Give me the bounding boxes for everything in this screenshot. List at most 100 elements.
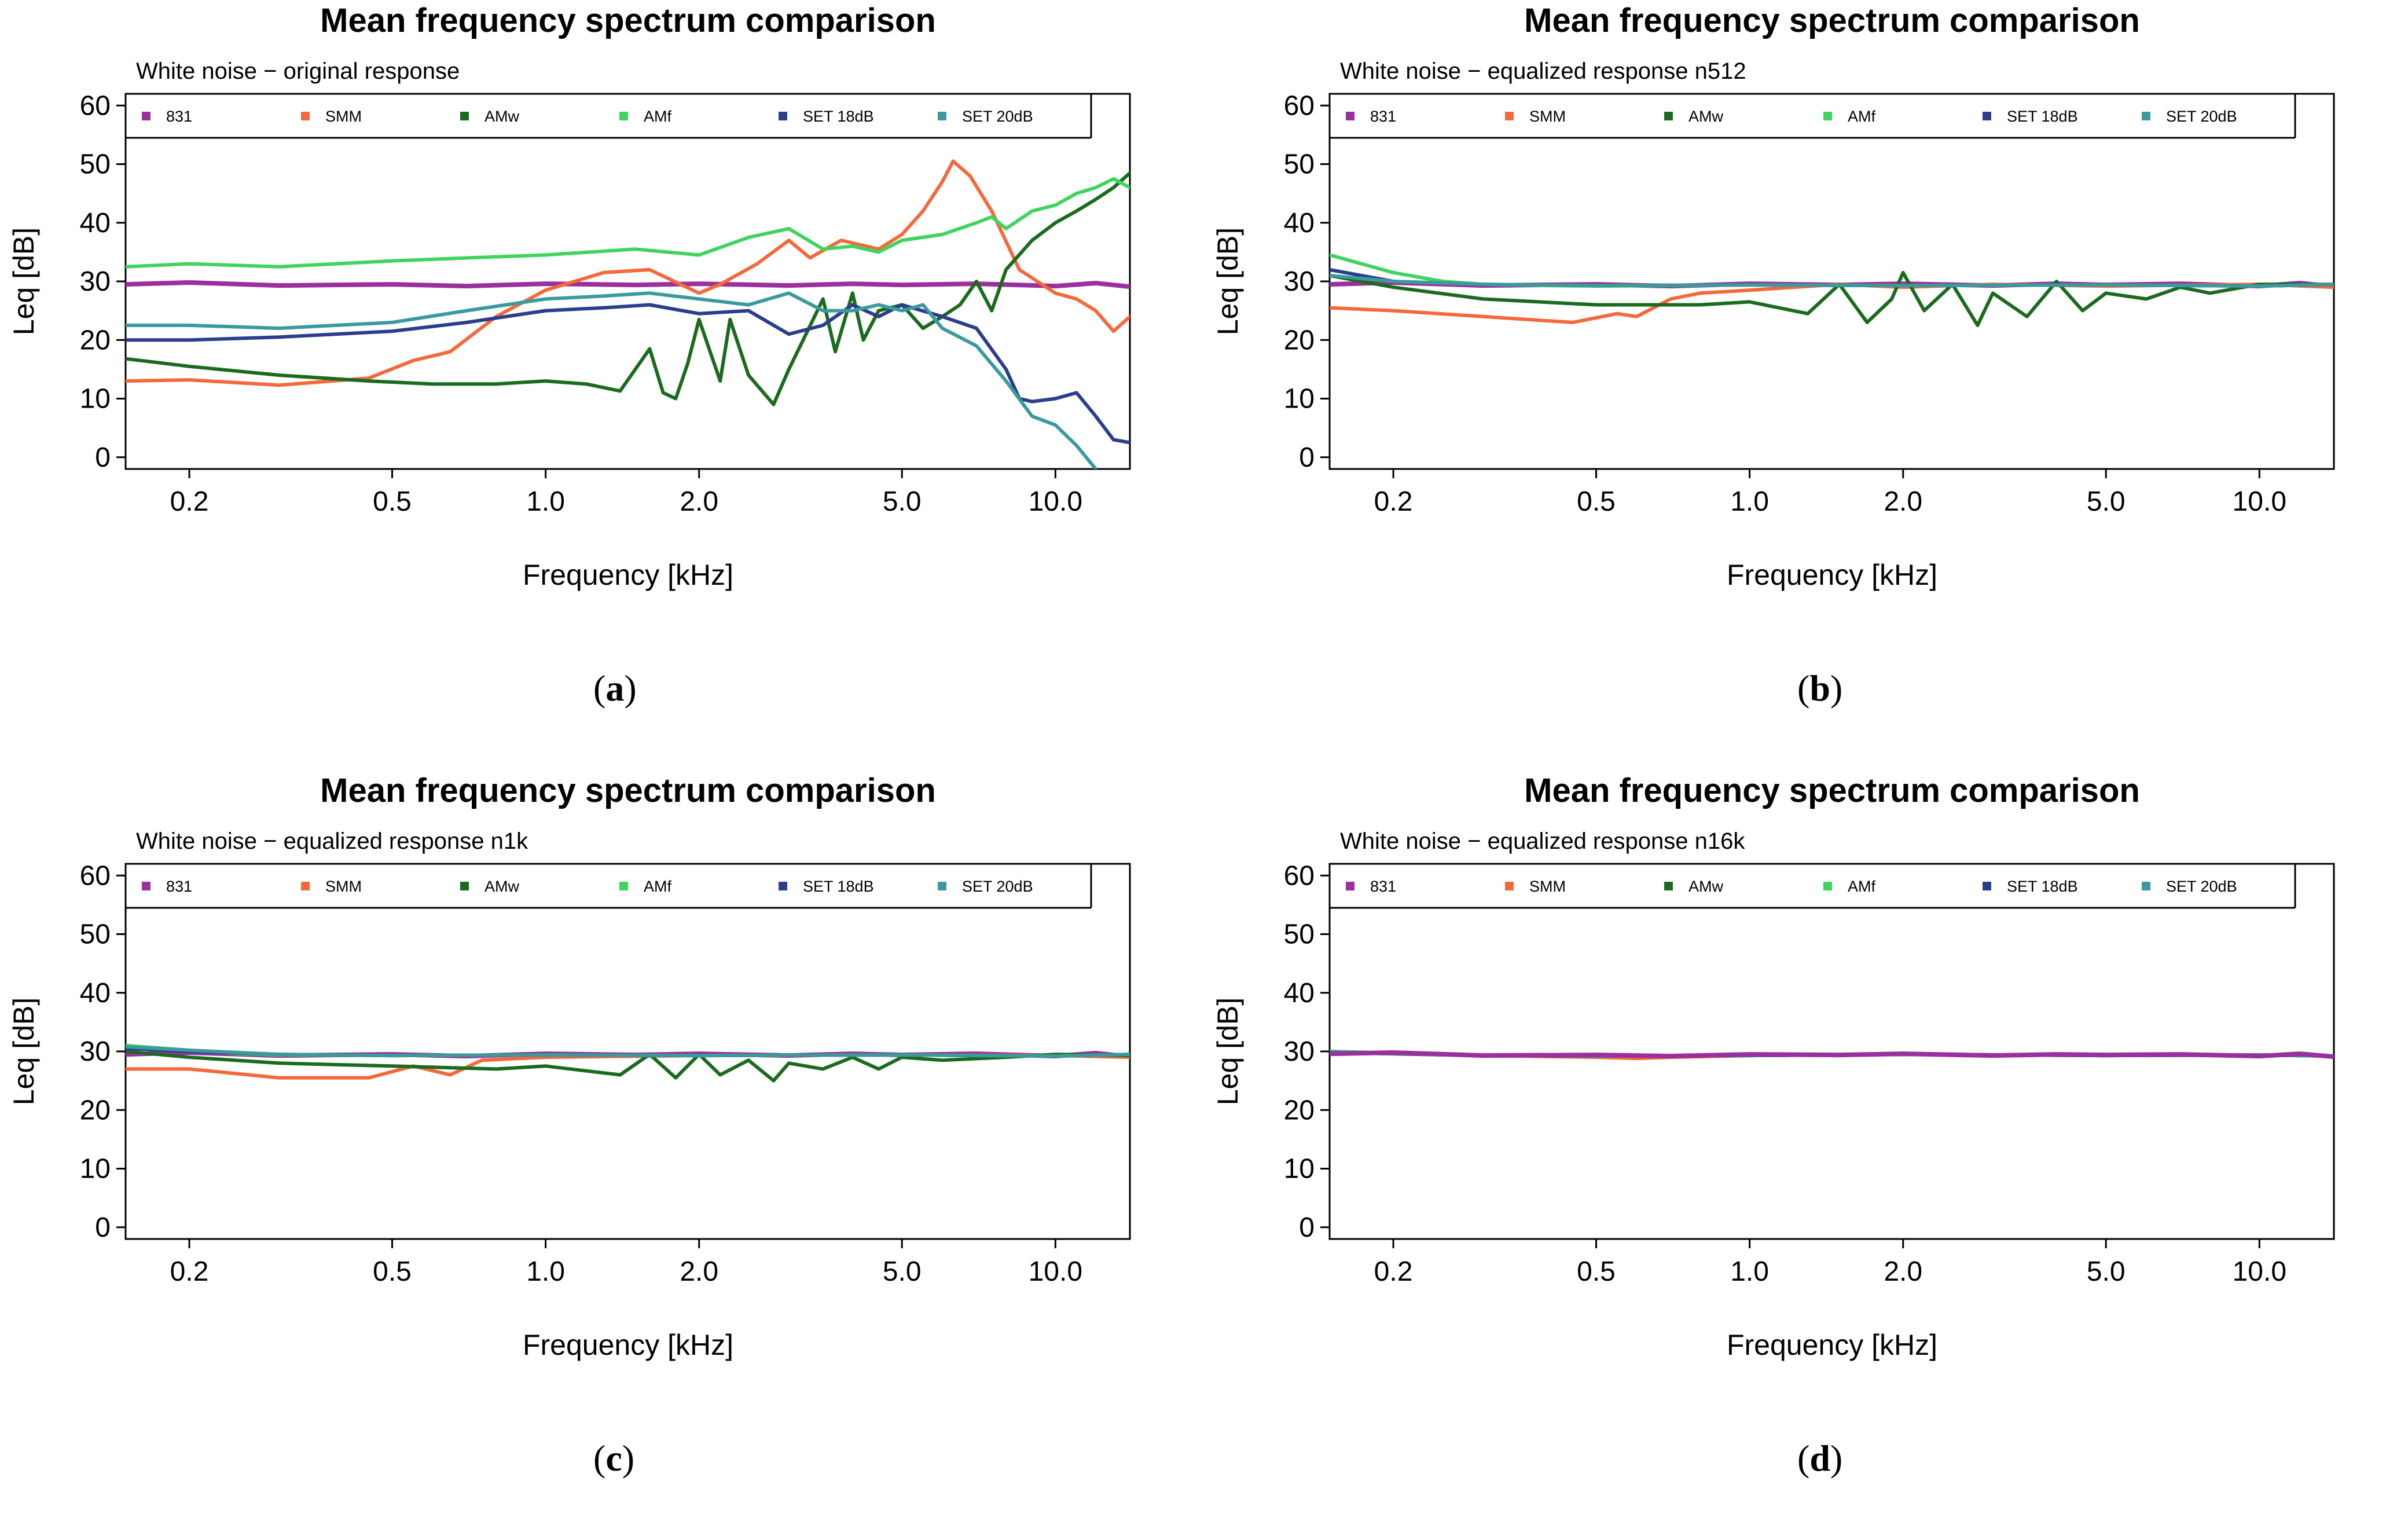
legend-swatch <box>2142 112 2150 120</box>
chart-subtitle: White noise − equalized response n1k <box>136 829 528 854</box>
x-tick-label: 0.2 <box>170 1256 209 1287</box>
caption-letter: d <box>1809 1438 1830 1479</box>
series-line-amw <box>1330 270 2334 327</box>
x-tick-label: 10.0 <box>1029 486 1082 517</box>
plot-frame <box>1328 93 2335 470</box>
legend-label: AMf <box>644 108 672 125</box>
x-tick-label: 5.0 <box>883 486 922 517</box>
legend-swatch <box>1505 112 1514 120</box>
series-line-set-20db <box>1330 273 2334 288</box>
caption-open: ( <box>1797 668 1809 709</box>
chart-svg: Mean frequency spectrum comparison White… <box>8 2 1131 709</box>
x-tick-label: 1.0 <box>526 486 565 517</box>
legend-swatch <box>779 882 787 890</box>
legend-swatch <box>460 882 469 890</box>
y-tick-label: 20 <box>1284 325 1315 355</box>
x-tick-label: 2.0 <box>1884 1256 1922 1287</box>
legend-swatch <box>1346 882 1355 890</box>
legend-swatch <box>1664 882 1673 890</box>
axes: 0 10 20 30 40 50 60 0.2 0.5 1.0 2.0 5.0 10.0 <box>80 860 1082 1287</box>
y-axis-title: Leq [dB] <box>8 228 40 335</box>
legend-swatch <box>301 112 310 120</box>
series-line-amf <box>1330 253 2334 288</box>
x-tick-label: 0.5 <box>1577 486 1616 517</box>
legend-label: AMw <box>484 878 520 895</box>
legend-label: SMM <box>1529 108 1566 125</box>
y-tick-label: 60 <box>1284 90 1315 121</box>
x-axis-title: Frequency [kHz] <box>523 1329 733 1361</box>
panel-caption: (d) <box>1797 1438 1842 1479</box>
x-axis-title: Frequency [kHz] <box>523 559 733 591</box>
legend-swatch <box>460 112 469 120</box>
axes: 0 10 20 30 40 50 60 0.2 0.5 1.0 2.0 5.0 10.0 <box>80 90 1082 517</box>
y-tick-label: 0 <box>95 1212 111 1243</box>
y-tick-label: 40 <box>1284 208 1315 239</box>
legend-label: AMf <box>1848 878 1876 895</box>
legend-label: 831 <box>166 108 192 125</box>
x-tick-label: 0.2 <box>170 486 209 517</box>
plot-frame <box>124 93 1131 470</box>
caption-letter: c <box>605 1438 622 1479</box>
y-tick-label: 50 <box>80 919 111 950</box>
y-tick-label: 30 <box>1284 266 1315 297</box>
plot-frame <box>124 863 1131 1240</box>
legend-label: SET 20dB <box>962 108 1033 125</box>
legend-label: 831 <box>1370 878 1396 895</box>
x-tick-label: 10.0 <box>2233 1256 2286 1287</box>
series-lines <box>1330 1050 2334 1061</box>
chart-svg: Mean frequency spectrum comparison White… <box>1212 2 2335 709</box>
series-line-831 <box>126 280 1130 289</box>
caption-close: ) <box>1830 1438 1842 1479</box>
caption-letter: b <box>1809 668 1830 709</box>
legend-label: SMM <box>325 878 362 895</box>
y-tick-label: 40 <box>1284 978 1315 1009</box>
y-tick-label: 40 <box>80 978 111 1009</box>
legend-label: SMM <box>325 108 362 125</box>
panel-caption: (a) <box>593 668 637 709</box>
caption-open: ( <box>593 668 605 709</box>
x-tick-label: 0.5 <box>373 1256 412 1287</box>
legend-swatch <box>779 112 787 120</box>
y-tick-label: 60 <box>1284 860 1315 891</box>
y-tick-label: 30 <box>80 1036 111 1067</box>
y-tick-label: 0 <box>95 442 111 473</box>
y-tick-label: 0 <box>1299 442 1315 473</box>
caption-close: ) <box>1830 668 1842 709</box>
y-axis-title: Leq [dB] <box>1212 228 1244 335</box>
legend-swatch <box>142 112 150 120</box>
legend-label: SMM <box>1529 878 1566 895</box>
legend-label: SET 18dB <box>803 878 874 895</box>
legend-label: SET 18dB <box>2007 878 2078 895</box>
series-line-smm <box>126 159 1130 387</box>
legend-swatch <box>1823 112 1832 120</box>
legend-swatch <box>938 882 946 890</box>
y-tick-label: 10 <box>80 1154 111 1185</box>
x-axis-title: Frequency [kHz] <box>1727 1329 1937 1361</box>
legend-label: SET 20dB <box>962 878 1033 895</box>
y-axis-title: Leq [dB] <box>8 998 40 1105</box>
legend-swatch <box>1983 112 1991 120</box>
x-tick-label: 0.5 <box>373 486 412 517</box>
chart-title: Mean frequency spectrum comparison <box>320 2 936 39</box>
chart-title: Mean frequency spectrum comparison <box>320 772 936 809</box>
y-tick-label: 60 <box>80 90 111 121</box>
y-tick-label: 30 <box>1284 1036 1315 1067</box>
series-lines <box>126 159 1130 469</box>
y-tick-label: 10 <box>1284 384 1315 415</box>
chart-svg: Mean frequency spectrum comparison White… <box>1212 772 2335 1479</box>
legend-swatch <box>2142 882 2150 890</box>
legend: 831 SMM AMw AMf SET 18dB SET 20dB <box>1346 108 2237 125</box>
x-tick-label: 10.0 <box>1029 1256 1082 1287</box>
legend-label: AMf <box>1848 108 1876 125</box>
panel-caption: (c) <box>593 1438 634 1479</box>
chart-subtitle: White noise − equalized response n16k <box>1340 829 1745 854</box>
panel-caption: (b) <box>1797 668 1842 709</box>
y-tick-label: 50 <box>1284 149 1315 180</box>
x-tick-label: 1.0 <box>1730 1256 1769 1287</box>
plot-frame <box>1328 863 2335 1240</box>
series-lines <box>126 1043 1130 1083</box>
y-tick-label: 20 <box>80 1095 111 1126</box>
chart-panel-a: Mean frequency spectrum comparison White… <box>0 0 1204 744</box>
x-tick-label: 5.0 <box>2087 1256 2126 1287</box>
series-line-set-20db <box>126 291 1097 469</box>
